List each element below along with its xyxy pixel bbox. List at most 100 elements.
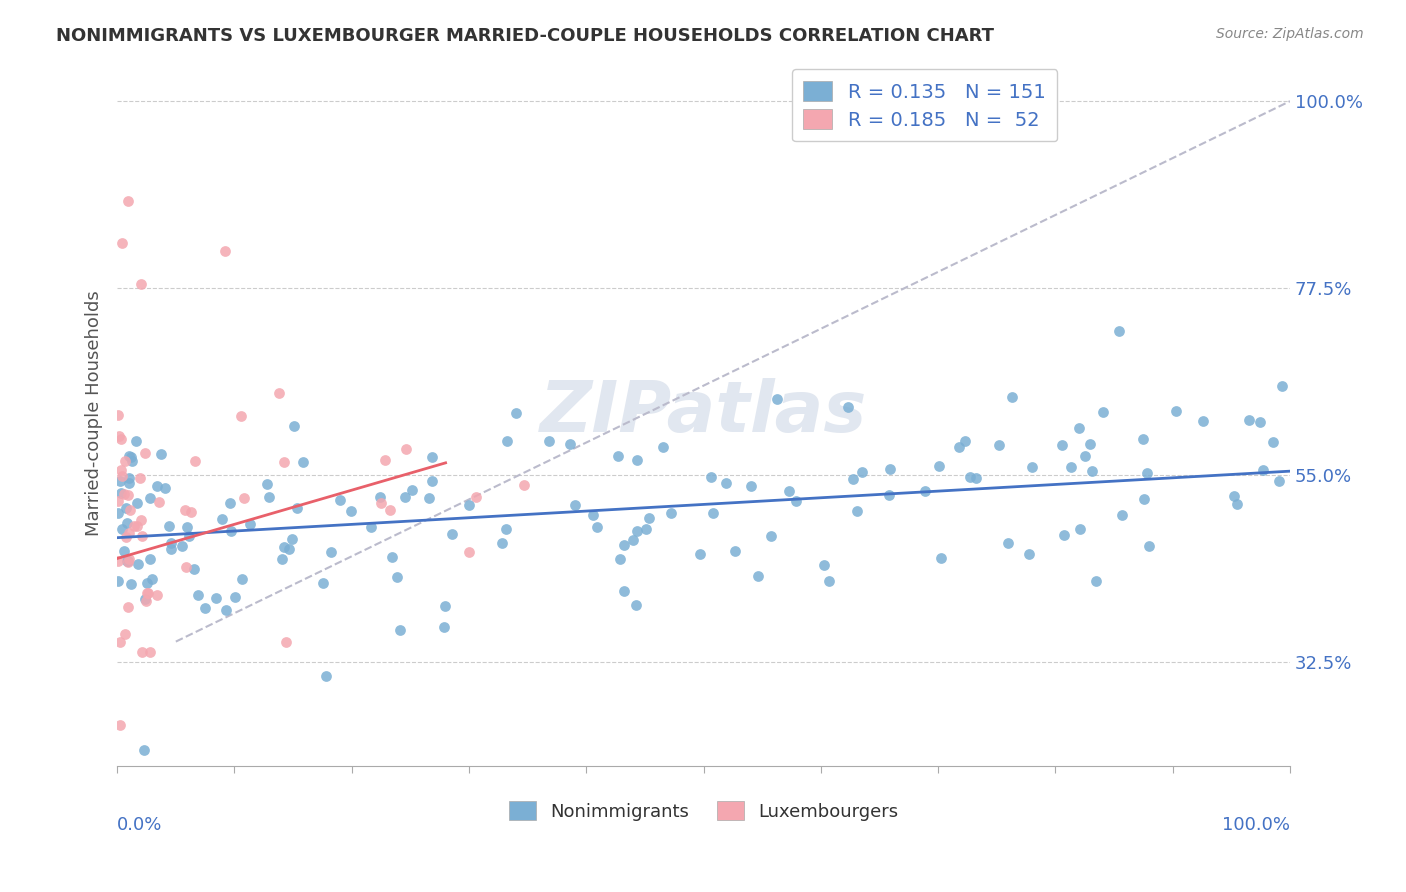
Point xyxy=(134,445,156,459)
Point xyxy=(1050,438,1073,452)
Point xyxy=(879,488,901,502)
Text: NONIMMIGRANTS VS LUXEMBOURGER MARRIED-COUPLE HOUSEHOLDS CORRELATION CHART: NONIMMIGRANTS VS LUXEMBOURGER MARRIED-CO… xyxy=(56,27,994,45)
Point xyxy=(1018,547,1040,561)
Point xyxy=(107,493,129,508)
Point xyxy=(1192,414,1215,428)
Point xyxy=(724,544,747,558)
Point xyxy=(433,620,456,634)
Point xyxy=(420,450,443,464)
Point xyxy=(117,488,139,502)
Point xyxy=(107,408,129,422)
Point xyxy=(107,506,129,520)
Point xyxy=(457,499,479,513)
Point xyxy=(139,551,162,566)
Point xyxy=(115,553,138,567)
Point xyxy=(273,540,295,554)
Point xyxy=(146,587,169,601)
Point xyxy=(229,409,252,423)
Point xyxy=(997,536,1019,550)
Point xyxy=(256,477,278,491)
Point xyxy=(239,516,262,531)
Point xyxy=(420,474,443,488)
Point xyxy=(112,543,135,558)
Point xyxy=(659,506,682,520)
Point xyxy=(1268,475,1291,489)
Point xyxy=(505,406,527,420)
Point xyxy=(121,454,143,468)
Point xyxy=(1021,459,1043,474)
Point xyxy=(626,524,648,538)
Point xyxy=(110,485,132,500)
Point xyxy=(613,583,636,598)
Point xyxy=(176,520,198,534)
Point xyxy=(851,465,873,479)
Point xyxy=(120,577,142,591)
Point xyxy=(564,498,586,512)
Point xyxy=(205,591,228,605)
Point xyxy=(394,490,416,504)
Point xyxy=(495,522,517,536)
Point xyxy=(496,434,519,448)
Point xyxy=(948,440,970,454)
Point xyxy=(179,529,201,543)
Point xyxy=(120,502,142,516)
Point xyxy=(623,533,645,548)
Point xyxy=(837,400,859,414)
Point xyxy=(374,452,396,467)
Point xyxy=(929,550,952,565)
Point xyxy=(395,442,418,456)
Point xyxy=(257,490,280,504)
Point xyxy=(145,479,167,493)
Point xyxy=(582,508,605,522)
Point xyxy=(491,536,513,550)
Point xyxy=(841,471,863,485)
Point xyxy=(180,505,202,519)
Point xyxy=(381,550,404,565)
Point xyxy=(1237,413,1260,427)
Point xyxy=(700,470,723,484)
Point xyxy=(131,513,153,527)
Point xyxy=(214,244,236,258)
Point xyxy=(765,392,787,407)
Point xyxy=(1108,324,1130,338)
Point xyxy=(122,519,145,533)
Point xyxy=(319,545,342,559)
Point xyxy=(129,277,152,291)
Point xyxy=(149,447,172,461)
Point xyxy=(1092,404,1115,418)
Point xyxy=(626,599,648,613)
Point xyxy=(141,572,163,586)
Point xyxy=(879,462,901,476)
Point xyxy=(135,594,157,608)
Point xyxy=(276,634,298,648)
Point xyxy=(267,386,290,401)
Point xyxy=(1069,522,1091,536)
Point xyxy=(118,471,141,485)
Point xyxy=(187,588,209,602)
Point xyxy=(117,555,139,569)
Point xyxy=(1084,574,1107,588)
Point xyxy=(626,452,648,467)
Point xyxy=(1080,464,1102,478)
Point xyxy=(965,471,987,485)
Point xyxy=(928,458,950,473)
Point xyxy=(112,487,135,501)
Point xyxy=(110,463,132,477)
Point xyxy=(118,449,141,463)
Text: 0.0%: 0.0% xyxy=(117,816,163,834)
Point xyxy=(231,572,253,586)
Point xyxy=(385,570,408,584)
Point xyxy=(1271,379,1294,393)
Point xyxy=(136,586,159,600)
Point xyxy=(118,526,141,541)
Point xyxy=(174,560,197,574)
Point xyxy=(160,542,183,557)
Point xyxy=(224,591,246,605)
Point xyxy=(184,454,207,468)
Point xyxy=(609,551,631,566)
Point xyxy=(1132,432,1154,446)
Point xyxy=(285,500,308,515)
Point xyxy=(1251,463,1274,477)
Point xyxy=(108,635,131,649)
Point xyxy=(118,552,141,566)
